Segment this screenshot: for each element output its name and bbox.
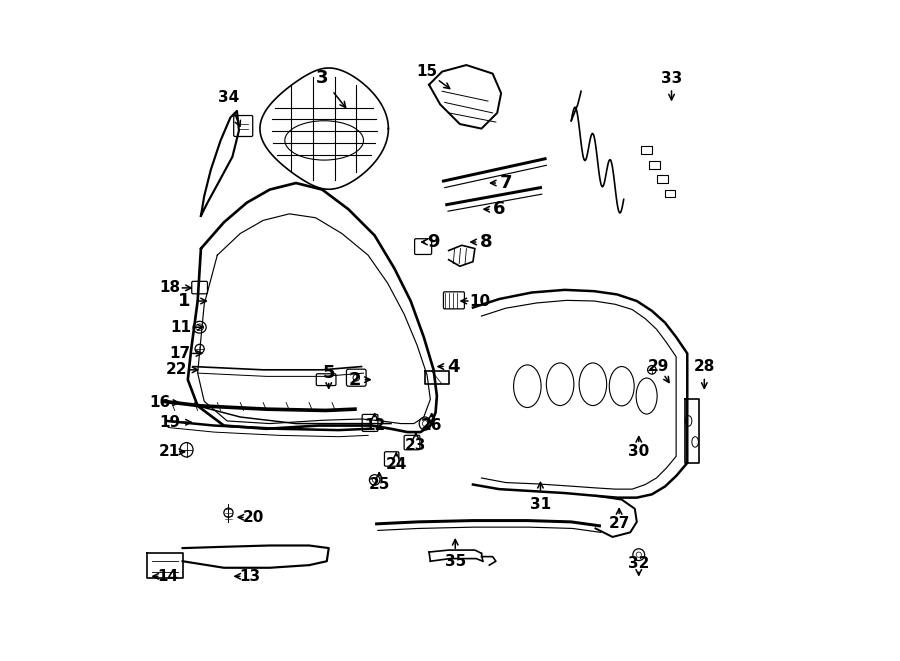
Text: 34: 34 <box>218 91 239 105</box>
Text: 16: 16 <box>149 395 171 410</box>
FancyBboxPatch shape <box>642 146 652 154</box>
Text: 24: 24 <box>385 457 407 473</box>
Text: 4: 4 <box>447 358 460 375</box>
Text: 19: 19 <box>159 414 180 430</box>
Text: 8: 8 <box>480 233 492 251</box>
Text: 20: 20 <box>243 510 264 525</box>
FancyBboxPatch shape <box>384 451 399 466</box>
Text: 28: 28 <box>694 359 715 374</box>
Text: 13: 13 <box>239 569 261 584</box>
FancyBboxPatch shape <box>192 282 208 293</box>
Text: 3: 3 <box>316 69 328 87</box>
Text: 22: 22 <box>166 362 187 377</box>
Text: 29: 29 <box>648 359 669 374</box>
Text: 27: 27 <box>608 516 630 531</box>
Text: 26: 26 <box>421 418 443 433</box>
FancyBboxPatch shape <box>665 190 676 198</box>
Text: 18: 18 <box>159 280 180 295</box>
FancyBboxPatch shape <box>234 116 253 136</box>
Text: 9: 9 <box>428 233 440 251</box>
Text: 6: 6 <box>493 200 506 218</box>
FancyBboxPatch shape <box>346 369 366 386</box>
Text: 21: 21 <box>158 444 180 459</box>
Text: 15: 15 <box>417 64 437 79</box>
Text: 17: 17 <box>169 346 191 361</box>
Text: 33: 33 <box>661 71 682 86</box>
FancyBboxPatch shape <box>649 161 660 169</box>
FancyBboxPatch shape <box>444 292 464 309</box>
Text: 23: 23 <box>405 438 427 453</box>
Text: 14: 14 <box>158 569 179 584</box>
Text: 7: 7 <box>500 174 512 192</box>
Text: 10: 10 <box>469 293 491 309</box>
FancyBboxPatch shape <box>362 414 378 432</box>
Text: 32: 32 <box>628 556 650 570</box>
Text: 12: 12 <box>364 418 385 433</box>
FancyBboxPatch shape <box>404 436 419 449</box>
Text: 11: 11 <box>171 320 192 334</box>
Text: 1: 1 <box>178 292 191 310</box>
Text: 35: 35 <box>445 554 466 568</box>
Text: 31: 31 <box>530 496 551 512</box>
FancyBboxPatch shape <box>657 175 668 183</box>
FancyBboxPatch shape <box>316 373 336 385</box>
Text: 30: 30 <box>628 444 650 459</box>
Text: 5: 5 <box>322 364 335 382</box>
Text: 2: 2 <box>348 371 361 389</box>
FancyBboxPatch shape <box>415 239 432 254</box>
Text: 25: 25 <box>368 477 390 492</box>
